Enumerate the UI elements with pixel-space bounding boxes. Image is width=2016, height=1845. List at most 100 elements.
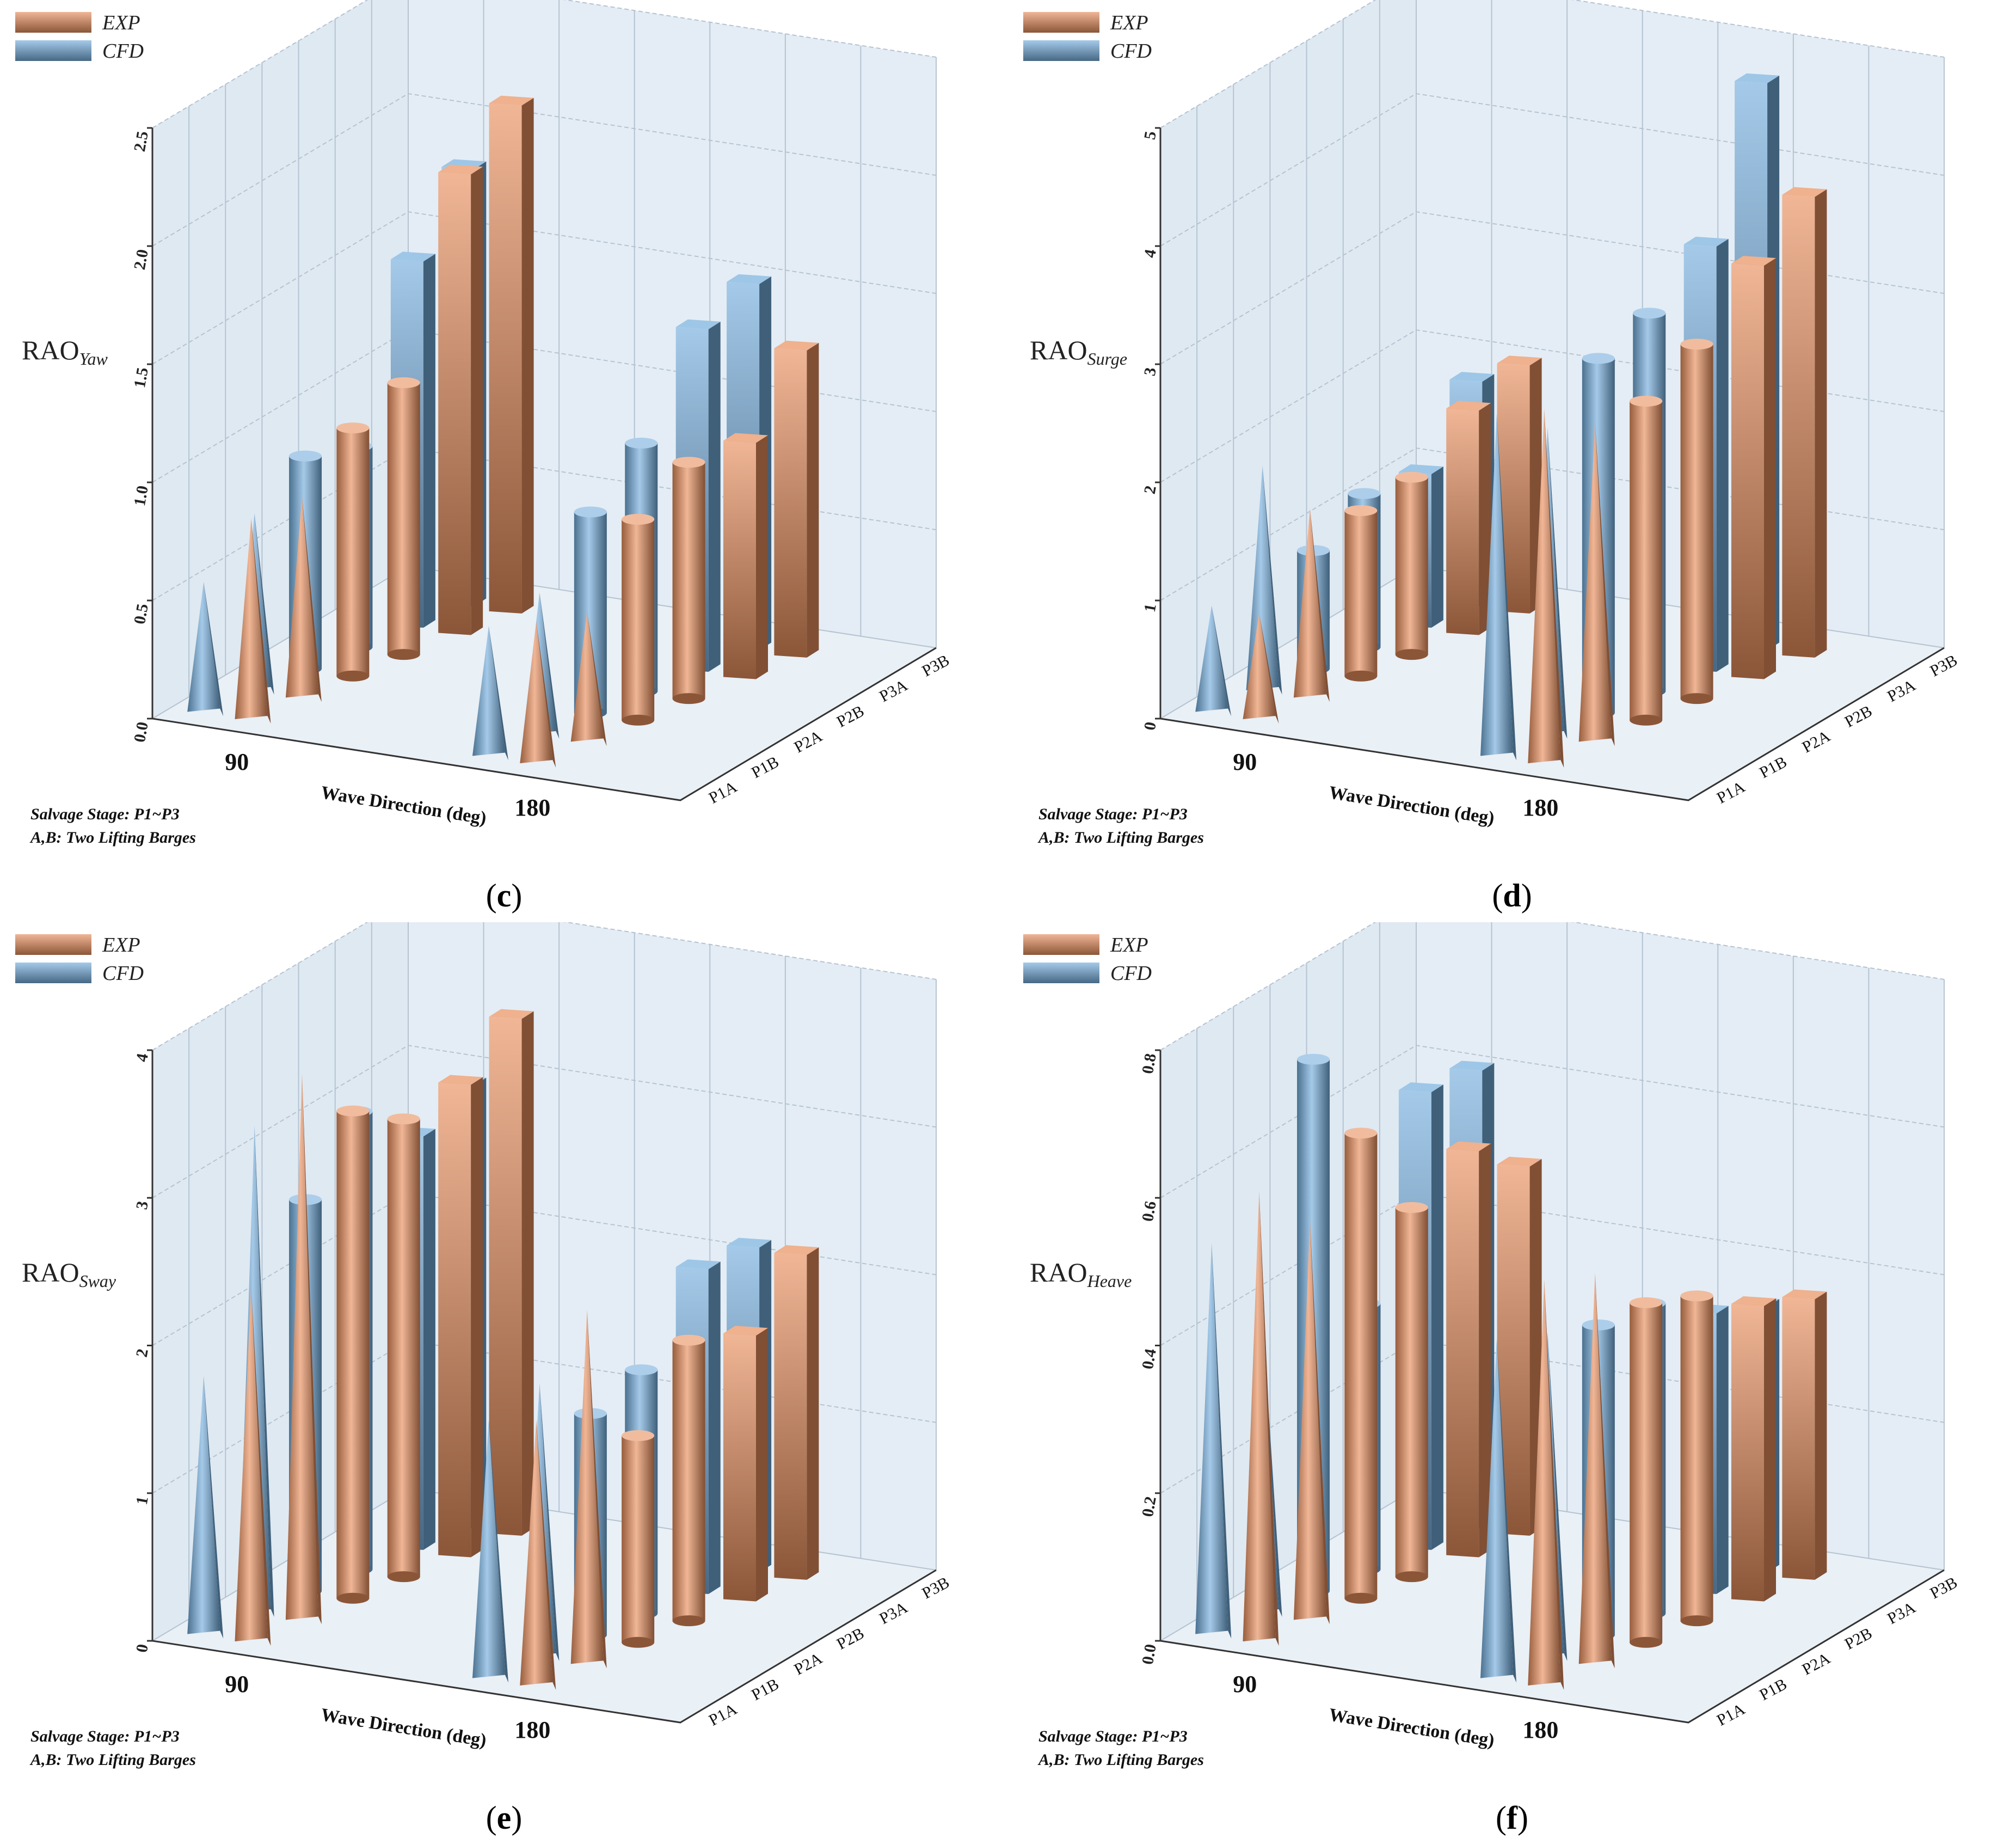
bar-exp-180-P1A (1528, 1279, 1564, 1690)
y-axis-label: RAOHeave (1030, 1257, 1132, 1291)
bar-exp-180-P3B (774, 1245, 819, 1580)
note-lifting-barges: A,B: Two Lifting Barges (1037, 829, 1204, 847)
y-tick-label: 5 (1141, 130, 1160, 141)
bar-exp-90-P3A (1446, 401, 1491, 635)
bar-exp-90-P2B (1395, 471, 1428, 660)
panel-caption: (e) (486, 1800, 523, 1836)
y-tick-label: 2.0 (131, 248, 152, 271)
y-axis-label: RAOSurge (1030, 335, 1127, 369)
panel-e: 0 1 2 3 4 RAOSway 90 180 Wave Direction (deg) P1A… (0, 922, 1008, 1844)
x-category-label: 90 (1233, 749, 1257, 775)
x-category-label: 180 (514, 1717, 550, 1743)
bar-cfd-90-P1A (187, 581, 224, 716)
y-tick-label: 0 (133, 1642, 152, 1654)
bars (1195, 1053, 1827, 1690)
bar-exp-180-P1B (570, 611, 607, 746)
y-tick-label: 2 (133, 1347, 152, 1359)
legend-exp-label: EXP (102, 934, 140, 957)
legend-exp-swatch (15, 934, 91, 955)
bar-exp-90-P3A (438, 1075, 483, 1558)
y-tick-label: 2.5 (131, 130, 152, 153)
bar-exp-180-P3B (1782, 187, 1827, 658)
bar-exp-180-P2B (672, 1334, 705, 1627)
bar-cfd-90-P1A (1195, 605, 1232, 716)
bar-exp-90-P1B (1293, 508, 1330, 702)
bar-exp-180-P2B (672, 457, 705, 704)
bar-exp-180-P2A (622, 513, 655, 726)
y-tick-label: 1.0 (131, 484, 152, 507)
bar-exp-180-P3A (1731, 1296, 1776, 1602)
x-category-label: 180 (514, 794, 550, 821)
panel-caption: (f) (1496, 1800, 1528, 1836)
y-tick-label: 0 (1141, 720, 1160, 732)
note-salvage-stage: Salvage Stage: P1~P3 (1038, 1727, 1188, 1745)
bar-exp-90-P3A (1446, 1141, 1491, 1558)
bar-exp-90-P2B (387, 377, 420, 660)
legend-cfd-label: CFD (1110, 962, 1152, 985)
bar-exp-180-P3B (774, 340, 819, 658)
y-axis-label: RAOSway (22, 1257, 116, 1291)
legend: EXP CFD (1023, 934, 1152, 985)
grid (1160, 0, 1945, 719)
panel-caption: (c) (486, 878, 523, 914)
bar-exp-180-P2A (1630, 395, 1663, 726)
bar-exp-180-P3A (723, 1326, 768, 1602)
bars (1195, 73, 1827, 768)
y-tick-label: 0.0 (1139, 1642, 1160, 1666)
bar-cfd-180-P1A (1480, 413, 1516, 761)
x-axis-title: Wave Direction (deg) (319, 782, 488, 829)
bars (187, 95, 819, 768)
bar-exp-90-P1A (1243, 1191, 1279, 1646)
chart-svg: 0.0 0.5 1.0 1.5 2.0 2.5 RAOYaw 90 180 Wave Direct… (15, 0, 952, 914)
bar-exp-180-P1B (1578, 1272, 1615, 1669)
note-lifting-barges: A,B: Two Lifting Barges (29, 1751, 196, 1769)
bar-exp-90-P2A (1344, 1127, 1378, 1604)
legend-exp-swatch (1023, 934, 1099, 955)
panel-c: 0.0 0.5 1.0 1.5 2.0 2.5 RAOYaw 90 180 Wave Direct… (0, 0, 1008, 922)
bar-exp-90-P1B (1293, 1221, 1330, 1625)
note-salvage-stage: Salvage Stage: P1~P3 (30, 1727, 180, 1745)
axis-lines (151, 128, 937, 801)
y-tick-label: 1 (1141, 602, 1160, 614)
bar-exp-90-P1B (285, 497, 322, 702)
x-axis-title: Wave Direction (deg) (1327, 1705, 1496, 1751)
x-category-label: 180 (1522, 794, 1558, 821)
bar-exp-90-P1A (235, 1287, 271, 1646)
bar-cfd-180-P1A (1480, 1338, 1516, 1683)
legend-exp-swatch (1023, 12, 1099, 33)
bar-exp-180-P3B (1782, 1289, 1827, 1580)
bar-exp-90-P2B (387, 1113, 420, 1583)
legend: EXP CFD (15, 934, 144, 985)
bar-exp-180-P1A (1528, 409, 1564, 768)
panel-f: 0.0 0.2 0.4 0.6 0.8 RAOHeave 90 180 Wave Directi… (1008, 922, 2016, 1844)
legend: EXP CFD (15, 11, 144, 63)
legend-cfd-label: CFD (102, 962, 144, 985)
bar-cfd-90-P1A (1195, 1242, 1232, 1639)
legend: EXP CFD (1023, 11, 1152, 63)
bar-exp-90-P1A (235, 518, 271, 724)
y-tick-label: 0.5 (131, 602, 152, 626)
y-tick-label: 0.6 (1139, 1200, 1160, 1223)
y-tick-label: 1.5 (131, 366, 152, 389)
chart-svg: 0.0 0.2 0.4 0.6 0.8 RAOHeave 90 180 Wave Directi… (1023, 922, 1960, 1836)
legend-cfd-swatch (1023, 40, 1099, 61)
y-tick-label: 2 (1141, 484, 1160, 495)
y-axis-label: RAOYaw (22, 335, 108, 369)
legend-cfd-swatch (15, 40, 91, 61)
legend-exp-swatch (15, 12, 91, 33)
bar-exp-90-P3A (438, 164, 483, 635)
note-salvage-stage: Salvage Stage: P1~P3 (30, 805, 180, 823)
bar-exp-90-P2B (1395, 1202, 1428, 1583)
bars (187, 1009, 819, 1690)
x-axis-title: Wave Direction (deg) (1327, 782, 1496, 829)
bar-exp-180-P2A (1630, 1297, 1663, 1648)
bar-exp-90-P3B (489, 1009, 534, 1536)
bar-cfd-90-P1B (1246, 465, 1282, 695)
note-lifting-barges: A,B: Two Lifting Barges (1037, 1751, 1204, 1769)
bar-exp-180-P1B (570, 1309, 607, 1669)
y-tick-label: 4 (1141, 248, 1160, 259)
bar-exp-180-P2A (622, 1430, 655, 1648)
